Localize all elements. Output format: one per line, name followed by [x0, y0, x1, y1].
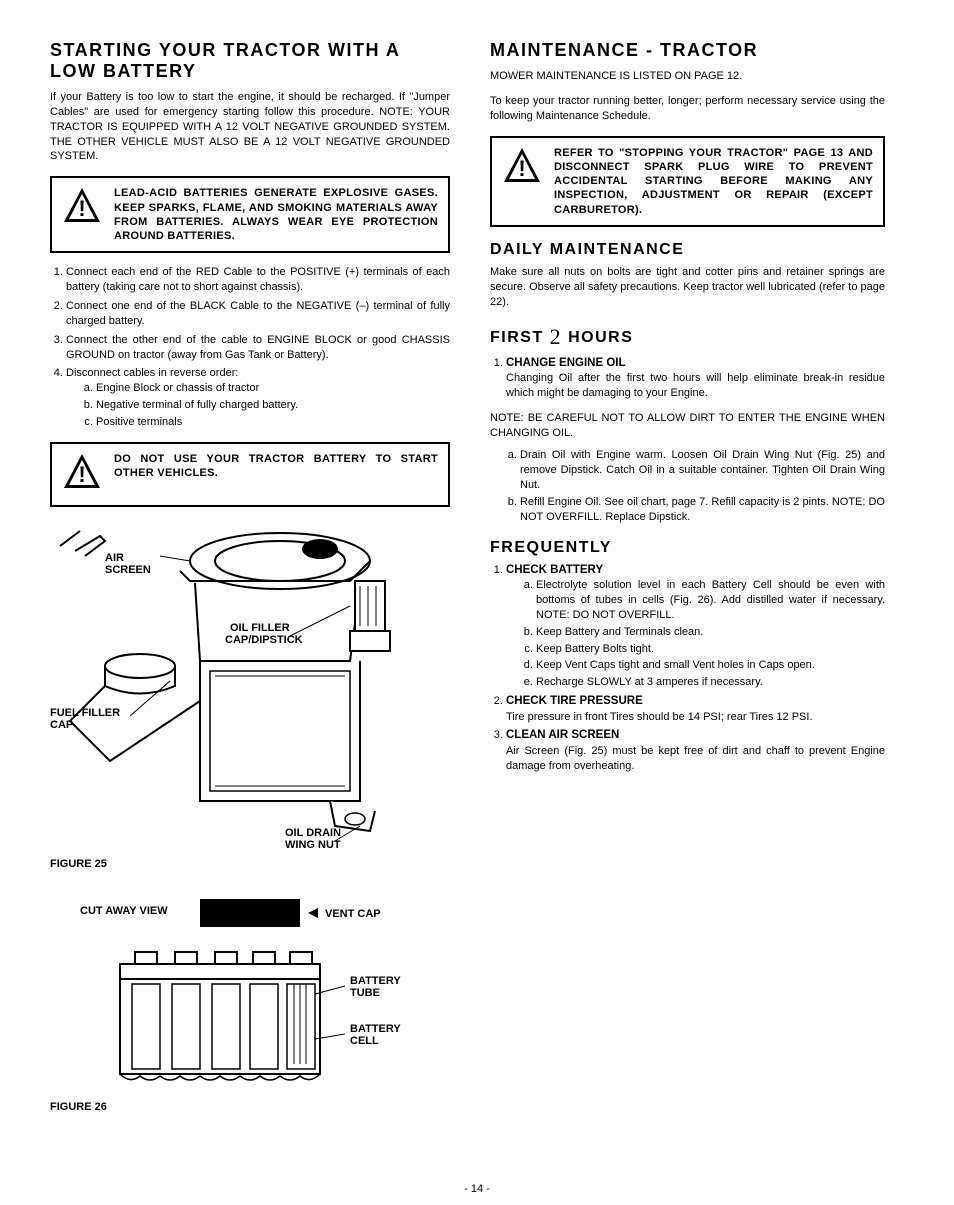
warning-box-battery-gases: ! LEAD-ACID BATTERIES GENERATE EXPLOSIVE…	[50, 176, 450, 253]
svg-text:BATTERY: BATTERY	[350, 975, 401, 987]
freq-item-2-title: CHECK TIRE PRESSURE	[506, 695, 643, 707]
step-2: Connect one end of the BLACK Cable to th…	[66, 299, 450, 329]
heading-frequently: FREQUENTLY	[490, 539, 885, 557]
figure-25-caption: FIGURE 25	[50, 858, 450, 870]
step-4b: Negative terminal of fully charged batte…	[96, 398, 450, 413]
freq-item-2-text: Tire pressure in front Tires should be 1…	[506, 711, 813, 723]
first-num: 2	[550, 324, 563, 349]
svg-text:VENT CAP: VENT CAP	[325, 908, 381, 920]
right-column: MAINTENANCE - TRACTOR MOWER MAINTENANCE …	[490, 40, 885, 1118]
svg-text:BATTERY: BATTERY	[350, 1023, 401, 1035]
freq-item-3: CLEAN AIR SCREEN Air Screen (Fig. 25) mu…	[506, 728, 885, 773]
svg-text:CELL: CELL	[350, 1035, 379, 1047]
freq-1a: Electrolyte solution level in each Batte…	[536, 578, 885, 623]
step-3: Connect the other end of the cable to EN…	[66, 333, 450, 363]
svg-text:OIL FILLER: OIL FILLER	[230, 622, 290, 634]
freq-1e: Recharge SLOWLY at 3 amperes if necessar…	[536, 675, 885, 690]
svg-text:TUBE: TUBE	[350, 987, 380, 999]
freq-item-3-title: CLEAN AIR SCREEN	[506, 729, 619, 741]
svg-text:!: !	[78, 196, 85, 221]
step-4: Disconnect cables in reverse order: Engi…	[66, 366, 450, 429]
first-item-1: CHANGE ENGINE OIL Changing Oil after the…	[506, 356, 885, 401]
figure-26-caption: FIGURE 26	[50, 1101, 450, 1113]
warning-icon: !	[62, 186, 102, 231]
svg-text:CUT AWAY VIEW: CUT AWAY VIEW	[80, 905, 168, 917]
first-hours-list: CHANGE ENGINE OIL Changing Oil after the…	[490, 356, 885, 401]
warning-icon: !	[502, 146, 542, 191]
freq-1b: Keep Battery and Terminals clean.	[536, 625, 885, 640]
svg-text:WING NUT: WING NUT	[285, 839, 341, 851]
left-column: STARTING YOUR TRACTOR WITH A LOW BATTERY…	[50, 40, 450, 1118]
step-4-substeps: Engine Block or chassis of tractor Negat…	[66, 381, 450, 430]
first-b: Refill Engine Oil. See oil chart, page 7…	[520, 495, 885, 525]
frequently-list: CHECK BATTERY Electrolyte solution level…	[490, 563, 885, 774]
freq-1d: Keep Vent Caps tight and small Vent hole…	[536, 658, 885, 673]
page-number: - 14 -	[464, 1183, 490, 1195]
jumper-steps: Connect each end of the RED Cable to the…	[50, 265, 450, 429]
first-a: Drain Oil with Engine warm. Loosen Oil D…	[520, 448, 885, 493]
svg-text:CAP/DIPSTICK: CAP/DIPSTICK	[225, 634, 303, 646]
figure-26: CUT AWAY VIEW VENT CAP	[50, 894, 450, 1113]
svg-text:SCREEN: SCREEN	[105, 564, 151, 576]
svg-text:!: !	[78, 462, 85, 487]
freq-item-3-text: Air Screen (Fig. 25) must be kept free o…	[506, 745, 885, 772]
intro-low-battery: If your Battery is too low to start the …	[50, 90, 450, 164]
warning-text-gases: LEAD-ACID BATTERIES GENERATE EXPLOSIVE G…	[114, 186, 438, 243]
maintenance-intro: To keep your tractor running better, lon…	[490, 94, 885, 124]
first-item-1-text: Changing Oil after the first two hours w…	[506, 372, 885, 399]
warning-icon: !	[62, 452, 102, 497]
heading-maintenance: MAINTENANCE - TRACTOR	[490, 40, 885, 61]
warning-text-no-jump: DO NOT USE YOUR TRACTOR BATTERY TO START…	[114, 452, 438, 481]
heading-first-hours: FIRST 2 HOURS	[490, 324, 885, 350]
svg-text:AIR: AIR	[105, 552, 124, 564]
warning-box-stop-tractor: ! REFER TO "STOPPING YOUR TRACTOR" PAGE …	[490, 136, 885, 227]
first-b: HOURS	[562, 329, 633, 346]
step-4a: Engine Block or chassis of tractor	[96, 381, 450, 396]
first-note: NOTE: BE CAREFUL NOT TO ALLOW DIRT TO EN…	[490, 411, 885, 441]
first-substeps: Drain Oil with Engine warm. Loosen Oil D…	[490, 448, 885, 524]
warning-text-stop: REFER TO "STOPPING YOUR TRACTOR" PAGE 13…	[554, 146, 873, 217]
svg-text:CAP: CAP	[50, 719, 73, 731]
first-item-1-title: CHANGE ENGINE OIL	[506, 357, 625, 369]
heading-low-battery: STARTING YOUR TRACTOR WITH A LOW BATTERY	[50, 40, 450, 82]
svg-text:OIL DRAIN: OIL DRAIN	[285, 827, 341, 839]
freq-1c: Keep Battery Bolts tight.	[536, 642, 885, 657]
warning-box-no-jump: ! DO NOT USE YOUR TRACTOR BATTERY TO STA…	[50, 442, 450, 507]
daily-text: Make sure all nuts on bolts are tight an…	[490, 265, 885, 310]
step-4-text: Disconnect cables in reverse order:	[66, 367, 238, 379]
freq-1-sub: Electrolyte solution level in each Batte…	[506, 578, 885, 690]
svg-text:FUEL FILLER: FUEL FILLER	[50, 707, 120, 719]
svg-text:!: !	[518, 156, 525, 181]
first-a: FIRST	[490, 329, 550, 346]
mower-note: MOWER MAINTENANCE IS LISTED ON PAGE 12.	[490, 69, 885, 84]
step-1: Connect each end of the RED Cable to the…	[66, 265, 450, 295]
step-4c: Positive terminals	[96, 415, 450, 430]
figure-25: AIR SCREEN OIL FILLER CAP/DIPSTICK FUEL …	[50, 521, 450, 870]
heading-daily: DAILY MAINTENANCE	[490, 241, 885, 259]
freq-item-1-title: CHECK BATTERY	[506, 564, 603, 576]
freq-item-2: CHECK TIRE PRESSURE Tire pressure in fro…	[506, 694, 885, 724]
freq-item-1: CHECK BATTERY Electrolyte solution level…	[506, 563, 885, 690]
